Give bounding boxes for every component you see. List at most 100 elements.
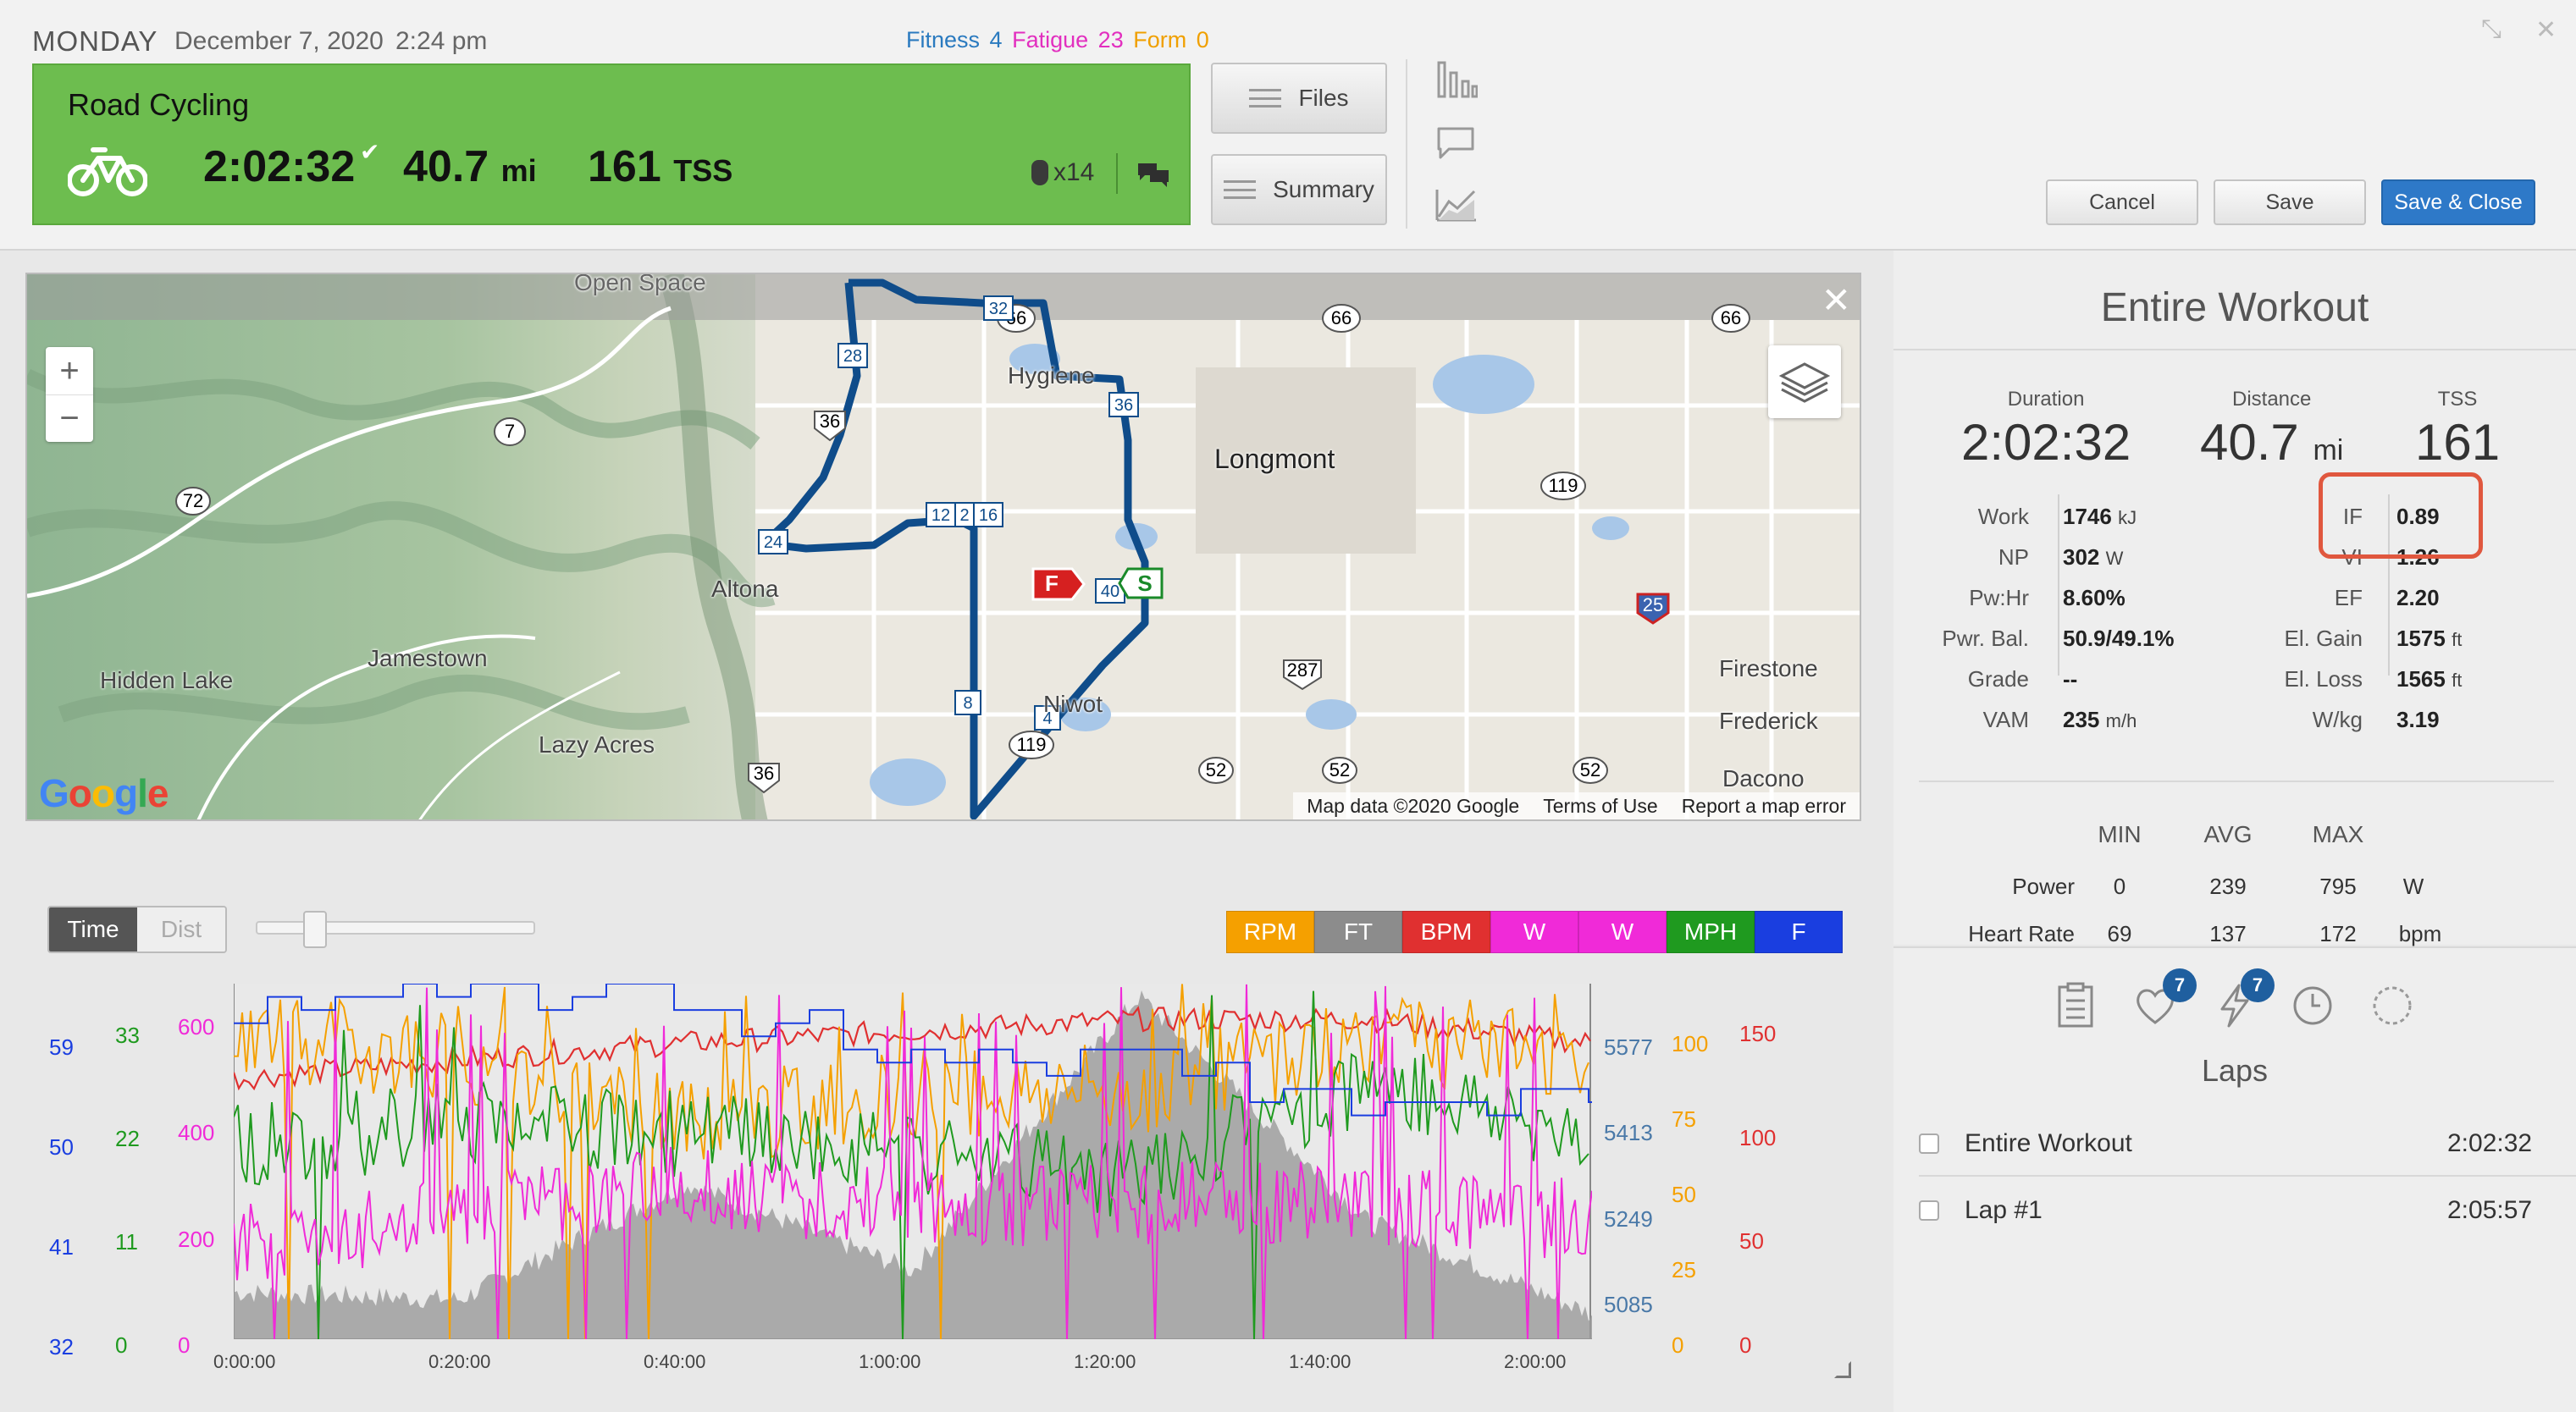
shield-7: 7: [494, 417, 526, 446]
lap-row[interactable]: Lap #1 2:05:57: [1919, 1178, 2576, 1243]
lightning-icon[interactable]: [2214, 982, 2256, 1029]
finish-flag: F: [1031, 567, 1086, 601]
shield-72: 72: [175, 487, 211, 516]
start-flag: S: [1118, 567, 1164, 599]
zoom-in-button[interactable]: +: [59, 351, 80, 389]
medal-count[interactable]: x14: [1031, 158, 1094, 187]
speed-axis-tick: 0: [115, 1332, 128, 1358]
speed-axis-tick: 11: [115, 1229, 138, 1255]
time-toggle[interactable]: Time: [49, 907, 137, 951]
channel-toggle-f-6[interactable]: F: [1755, 911, 1843, 953]
cancel-button[interactable]: Cancel: [2046, 179, 2198, 225]
bar-chart-icon[interactable]: [1435, 61, 1478, 98]
rpm-axis-tick: 75: [1672, 1106, 1696, 1132]
lap-checkbox[interactable]: [1919, 1133, 1939, 1154]
channel-toggle-w-4[interactable]: W: [1578, 911, 1667, 953]
shield-36b: 36: [814, 411, 846, 442]
svg-text:36: 36: [1114, 396, 1133, 415]
channel-toggle-ft-1[interactable]: FT: [1314, 911, 1402, 953]
day-label: MONDAY: [32, 25, 158, 57]
rpm-axis-tick: 0: [1672, 1332, 1684, 1358]
channel-toggle-w-3[interactable]: W: [1490, 911, 1578, 953]
form-value: 0: [1196, 27, 1209, 52]
stat-wkg: W/kg 3.19: [2312, 706, 2440, 732]
resize-handle[interactable]: [1834, 1361, 1851, 1378]
map-close-icon[interactable]: ✕: [1821, 280, 1851, 320]
clock-icon[interactable]: [2291, 982, 2334, 1029]
shield-287: 287: [1283, 659, 1322, 691]
power-axis-tick: 600: [178, 1014, 215, 1040]
series-w-line: [234, 984, 1592, 1339]
svg-text:52: 52: [1206, 759, 1226, 780]
comments-icon[interactable]: [1136, 160, 1170, 187]
avg-header: AVG: [2203, 821, 2253, 847]
map-label-altona: Altona: [711, 576, 779, 602]
svg-text:66: 66: [1721, 307, 1741, 328]
comment-icon[interactable]: [1435, 124, 1478, 161]
tss-value[interactable]: 161: [2415, 414, 2501, 471]
route-map[interactable]: 66 66 66 7 72 119 119 287 36 36 25 52 52…: [25, 273, 1861, 821]
fatigue-value: 23: [1097, 27, 1124, 52]
distance-value[interactable]: 40.7 mi: [2200, 414, 2344, 471]
map-layers-button[interactable]: [1768, 345, 1841, 418]
medal-count-label: x14: [1053, 158, 1095, 186]
distance-value[interactable]: 40.7 mi: [403, 141, 537, 192]
summary-distance: Distance 40.7 mi: [2200, 388, 2343, 472]
heart-rate-row: Heart Rate 69 137 172 bpm: [1968, 921, 2442, 946]
check-icon: ✔: [360, 139, 380, 165]
heart-badge: 7: [2163, 968, 2197, 1002]
duration-value[interactable]: 2:02:32: [1961, 414, 2131, 471]
series-f-line: [234, 984, 1592, 1117]
svg-text:24: 24: [764, 533, 782, 552]
shield-119b: 119: [1009, 731, 1054, 759]
slider-thumb[interactable]: [303, 911, 327, 948]
summary-button[interactable]: Summary: [1211, 154, 1387, 225]
map-label-firestone: Firestone: [1719, 655, 1818, 681]
channel-toggle-mph-5[interactable]: MPH: [1667, 911, 1755, 953]
map-label-dacono: Dacono: [1722, 765, 1805, 791]
report-error-link[interactable]: Report a map error: [1681, 794, 1846, 817]
dist-toggle[interactable]: Dist: [137, 907, 225, 951]
marker-40: 40: [1095, 578, 1125, 604]
heart-icon[interactable]: [2134, 982, 2176, 1029]
expand-icon[interactable]: ⤡: [2481, 15, 2501, 43]
close-icon[interactable]: ✕: [2535, 16, 2557, 44]
lap-name: Entire Workout: [1965, 1129, 2132, 1157]
lap-row[interactable]: Entire Workout 2:02:32: [1919, 1112, 2576, 1177]
power-axis-tick: 200: [178, 1226, 215, 1252]
lap-checkbox[interactable]: [1919, 1200, 1939, 1221]
files-button[interactable]: Files: [1211, 63, 1387, 134]
stat-el-gain: El. Gain 1575 ft: [2284, 625, 2463, 651]
save-close-button[interactable]: Save & Close: [2381, 179, 2535, 225]
map-label-jamestown: Jamestown: [368, 645, 488, 671]
svg-text:16: 16: [979, 506, 998, 525]
map-label-hygiene: Hygiene: [1008, 362, 1095, 389]
save-button[interactable]: Save: [2214, 179, 2366, 225]
zoom-out-button[interactable]: −: [46, 394, 93, 442]
notes-icon[interactable]: [2054, 982, 2097, 1029]
smoothing-slider[interactable]: [256, 911, 535, 948]
map-canvas: 66 66 66 7 72 119 119 287 36 36 25 52 52…: [27, 274, 1860, 819]
time-label: 2:24 pm: [395, 27, 488, 55]
svg-text:S: S: [1137, 571, 1152, 596]
workout-chart[interactable]: [234, 984, 1592, 1339]
stats-divider-left: [2058, 494, 2059, 676]
channel-toggle-rpm-0[interactable]: RPM: [1226, 911, 1314, 953]
channel-toggle-bpm-2[interactable]: BPM: [1402, 911, 1490, 953]
power-row: Power 0 239 795 W: [2012, 874, 2424, 899]
terms-link[interactable]: Terms of Use: [1543, 794, 1658, 817]
mam-divider: [1919, 780, 2554, 782]
tss-value[interactable]: 161 TSS: [588, 141, 732, 192]
marker-4: 4: [1034, 705, 1061, 731]
zones-icon[interactable]: [2371, 982, 2413, 1029]
sport-title[interactable]: Road Cycling: [68, 87, 250, 122]
rpm-axis-tick: 50: [1672, 1182, 1696, 1207]
duration-value[interactable]: 2:02:32: [203, 142, 356, 191]
rpm-axis-tick: 25: [1672, 1257, 1696, 1282]
laps-panel: 7 7 Laps Entire Workout 2:02:32 Lap #1 2…: [1893, 946, 2576, 1412]
medal-icon: [1031, 160, 1048, 185]
svg-text:119: 119: [1016, 734, 1046, 755]
x-tick-label: 1:40:00: [1289, 1351, 1352, 1372]
analysis-graph-icon[interactable]: [1435, 185, 1478, 222]
svg-text:40: 40: [1101, 582, 1119, 601]
